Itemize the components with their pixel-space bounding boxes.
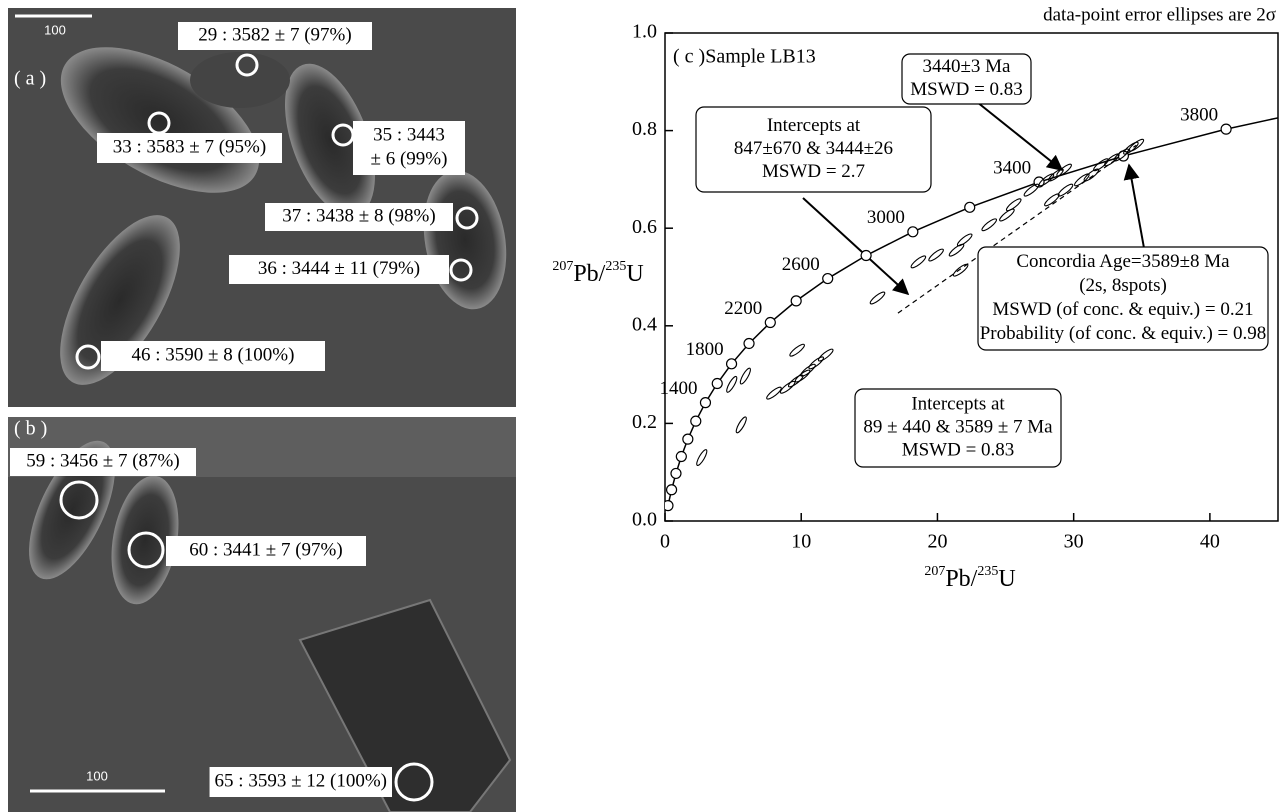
x-axis-label: 207Pb/235U bbox=[924, 564, 1015, 591]
figure: 100 ( a ) 100 ( b ) data-point error ell… bbox=[0, 0, 1282, 812]
label-text: 89 ± 440 & 3589 ± 7 Ma bbox=[863, 416, 1053, 437]
error-ellipse bbox=[788, 343, 805, 358]
scale-bar-label: 100 bbox=[86, 768, 108, 783]
age-label: 3800 bbox=[1180, 104, 1218, 125]
x-tick-label: 10 bbox=[791, 531, 811, 553]
concordia-marker bbox=[712, 379, 722, 389]
concordia-marker bbox=[1221, 124, 1231, 134]
error-ellipse bbox=[869, 290, 886, 305]
label-text: MSWD = 0.83 bbox=[910, 79, 1023, 100]
y-axis-label: 207Pb/235U bbox=[552, 259, 643, 286]
label-text: MSWD = 2.7 bbox=[762, 161, 865, 182]
error-ellipse bbox=[725, 375, 739, 393]
concordia-marker bbox=[683, 434, 693, 444]
cl-image-b bbox=[8, 417, 516, 812]
error-ellipse bbox=[817, 347, 834, 362]
age-label: 2600 bbox=[782, 254, 820, 275]
y-label-part: Pb/ bbox=[573, 261, 605, 287]
label-text: 3440±3 Ma bbox=[922, 56, 1011, 77]
age-label: 3000 bbox=[867, 207, 905, 228]
error-ellipse bbox=[927, 247, 944, 262]
age-label: 2200 bbox=[724, 298, 762, 319]
age-label: 1400 bbox=[659, 378, 697, 399]
label-text: Concordia Age=3589±8 Ma bbox=[1016, 251, 1230, 272]
label-text: 36 : 3444 ± 11 (79%) bbox=[258, 258, 420, 279]
error-ellipse bbox=[735, 416, 749, 434]
x-label-part: U bbox=[998, 566, 1015, 592]
label-text: 35 : 3443 bbox=[373, 124, 445, 145]
panel-label: ( b ) bbox=[14, 418, 47, 440]
x-label-part: Pb/ bbox=[945, 566, 977, 592]
label-text: MSWD = 0.83 bbox=[902, 439, 1015, 460]
concordia-marker bbox=[744, 338, 754, 348]
error-ellipse bbox=[981, 217, 998, 232]
y-tick-label: 0.0 bbox=[632, 509, 657, 531]
label-text: 33 : 3583 ± 7 (95%) bbox=[113, 136, 266, 157]
note: data-point error ellipses are 2σ bbox=[1043, 4, 1276, 25]
x-label-part: 207 bbox=[924, 564, 945, 579]
concordia-marker bbox=[823, 274, 833, 284]
x-tick-label: 40 bbox=[1200, 531, 1220, 553]
y-label-part: 207 bbox=[552, 259, 573, 274]
x-tick-label: 0 bbox=[660, 531, 670, 553]
error-ellipse bbox=[739, 367, 753, 385]
concordia-marker bbox=[791, 296, 801, 306]
scale-bar-label: 100 bbox=[44, 22, 66, 37]
panel-label: ( a ) bbox=[14, 68, 46, 90]
x-label-part: 235 bbox=[977, 564, 998, 579]
y-tick-label: 0.2 bbox=[632, 411, 657, 433]
y-tick-label: 0.4 bbox=[632, 313, 657, 335]
concordia-marker bbox=[671, 468, 681, 478]
concordia-marker bbox=[691, 416, 701, 426]
error-ellipse bbox=[695, 448, 709, 466]
concordia-marker bbox=[667, 485, 677, 495]
label-text: 29 : 3582 ± 7 (97%) bbox=[198, 24, 351, 45]
label-text: ± 6 (99%) bbox=[371, 148, 448, 169]
error-ellipse bbox=[910, 254, 927, 269]
concordia-marker bbox=[965, 202, 975, 212]
label-text: 37 : 3438 ± 8 (98%) bbox=[282, 205, 435, 226]
concordia-marker bbox=[908, 227, 918, 237]
y-label-part: 235 bbox=[605, 259, 626, 274]
concordia-marker bbox=[861, 251, 871, 261]
concordia-marker bbox=[727, 359, 737, 369]
label-text: 59 : 3456 ± 7 (87%) bbox=[26, 450, 179, 471]
age-label: 1800 bbox=[686, 339, 724, 360]
x-tick-label: 30 bbox=[1064, 531, 1084, 553]
error-ellipse bbox=[808, 355, 825, 370]
label-text: 46 : 3590 ± 8 (100%) bbox=[132, 344, 295, 365]
label-text: Probability (of conc. & equiv.) = 0.98 bbox=[980, 323, 1267, 344]
label-text: Intercepts at bbox=[767, 115, 861, 136]
label-text: 60 : 3441 ± 7 (97%) bbox=[189, 539, 342, 560]
concordia-marker bbox=[676, 452, 686, 462]
y-tick-label: 0.6 bbox=[632, 216, 657, 238]
label-text: (2s, 8spots) bbox=[1079, 275, 1167, 296]
concordia-marker bbox=[765, 318, 775, 328]
label-text: MSWD (of conc. & equiv.) = 0.21 bbox=[992, 299, 1253, 320]
label-text: Intercepts at bbox=[911, 393, 1005, 414]
y-tick-label: 1.0 bbox=[632, 21, 657, 43]
x-tick-label: 20 bbox=[927, 531, 947, 553]
label-text: 65 : 3593 ± 12 (100%) bbox=[215, 770, 387, 791]
label-text: 847±670 & 3444±26 bbox=[734, 138, 893, 159]
page: 100 ( a ) 100 ( b ) data-point error ell… bbox=[0, 0, 1282, 812]
chart-title: ( c )Sample LB13 bbox=[673, 46, 816, 68]
age-label: 3400 bbox=[993, 157, 1031, 178]
y-tick-label: 0.8 bbox=[632, 118, 657, 140]
y-label-part: U bbox=[626, 261, 643, 287]
concordia-marker bbox=[700, 398, 710, 408]
